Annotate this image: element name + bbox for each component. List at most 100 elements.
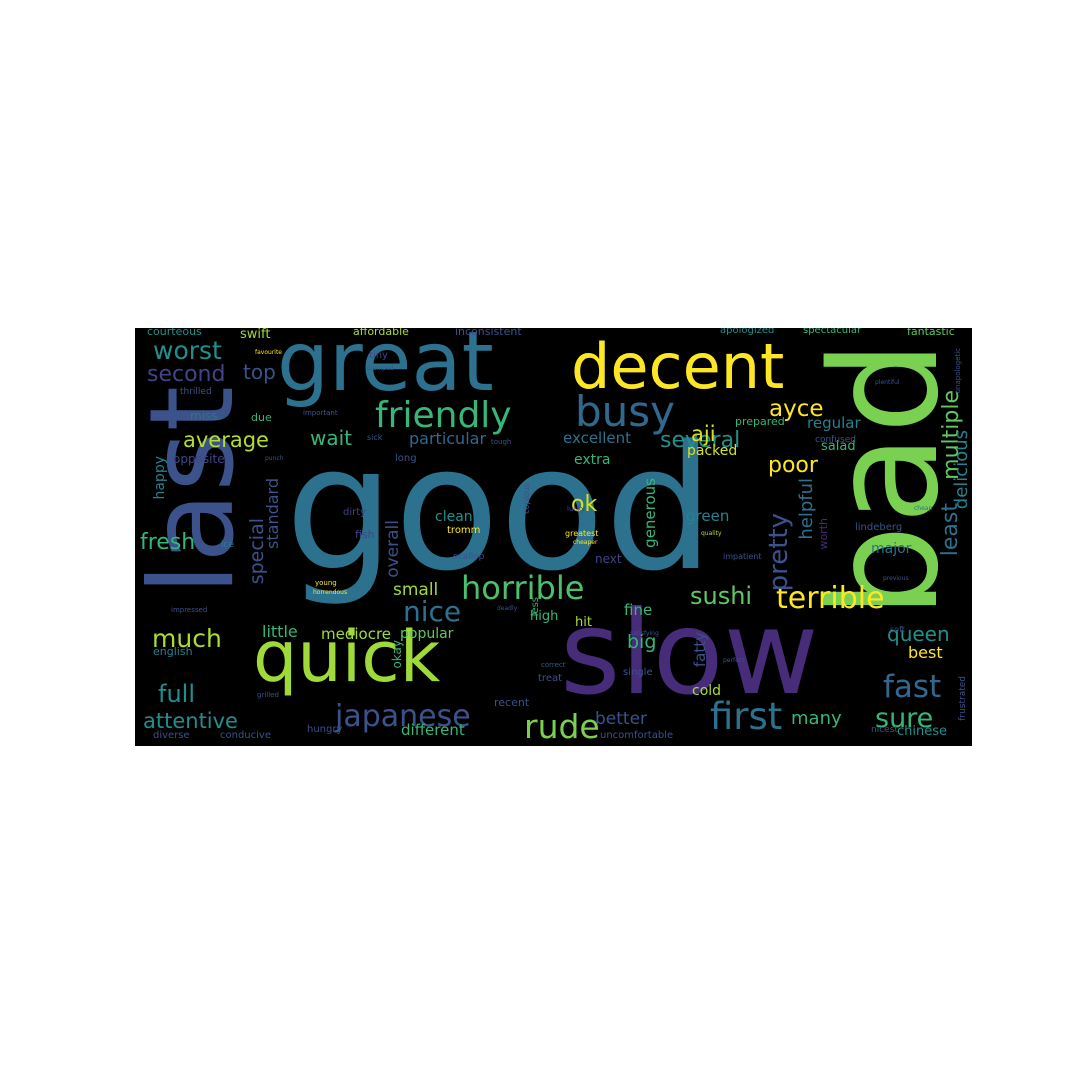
word-scallop: scallop bbox=[453, 552, 485, 562]
word-pretty: pretty bbox=[764, 513, 794, 592]
word-wait: wait bbox=[310, 426, 353, 450]
word-ayce: ayce bbox=[769, 396, 824, 422]
word-spectacular: spectacular bbox=[803, 328, 862, 336]
word-grilled: grilled bbox=[257, 691, 279, 699]
word-packed: packed bbox=[687, 443, 738, 459]
word-major: major bbox=[871, 541, 912, 557]
word-top: top bbox=[243, 360, 276, 384]
word-cold: cold bbox=[692, 683, 722, 699]
word-single: single bbox=[623, 667, 653, 678]
word-second: second bbox=[147, 362, 226, 387]
word-dirty: dirty bbox=[343, 507, 367, 518]
word-ice: ice bbox=[221, 540, 234, 550]
word-tiny: tiny bbox=[369, 350, 388, 361]
word-good: good bbox=[285, 408, 714, 609]
word-cramped: cramped bbox=[367, 365, 394, 372]
word-long: long bbox=[395, 453, 417, 464]
word-miss: miss bbox=[190, 409, 218, 423]
word-swift: swift bbox=[240, 328, 271, 342]
word-least: least bbox=[938, 503, 963, 557]
word-best: best bbox=[908, 643, 943, 662]
word-impatient: impatient bbox=[723, 552, 762, 561]
word-several: several bbox=[660, 428, 741, 453]
word-overall: overall bbox=[383, 520, 403, 578]
word-courteous: courteous bbox=[147, 328, 202, 338]
word-perfect: perfect bbox=[723, 657, 745, 664]
word-fine: fine bbox=[624, 601, 653, 619]
word-copious: copious bbox=[522, 483, 531, 514]
word-lindeberg: lindeberg bbox=[855, 522, 903, 533]
word-japanese: japanese bbox=[335, 699, 471, 734]
word-generous: generous bbox=[641, 478, 659, 548]
word-okay: okay bbox=[390, 640, 404, 669]
word-poor: poor bbox=[768, 453, 818, 478]
word-quick: quick bbox=[253, 616, 441, 698]
word-nicest: nicest bbox=[871, 725, 898, 735]
word-worth: worth bbox=[817, 518, 830, 550]
word-many: many bbox=[791, 708, 842, 729]
word-favourite: favourite bbox=[255, 349, 282, 356]
word-deadly: deadly bbox=[497, 605, 518, 612]
word-uncomfortable: uncomfortable bbox=[600, 730, 674, 741]
word-horrendous: horrendous bbox=[313, 589, 348, 596]
word-lucky: lucky bbox=[567, 505, 586, 513]
word-excellent: excellent bbox=[563, 429, 632, 447]
word-plentiful: plentiful bbox=[875, 379, 900, 386]
word-sure: sure bbox=[875, 703, 934, 734]
word-tough: tough bbox=[491, 438, 512, 446]
word-busy: busy bbox=[575, 387, 676, 436]
word-worst: worst bbox=[153, 336, 222, 365]
word-better: better bbox=[595, 709, 648, 729]
word-horrible: horrible bbox=[461, 569, 585, 607]
word-popular: popular bbox=[400, 626, 454, 642]
word-apologized: apologized bbox=[720, 328, 775, 336]
word-attentive: attentive bbox=[143, 709, 238, 733]
word-fatty: fatty bbox=[691, 632, 709, 668]
word-confused: confused bbox=[815, 435, 856, 445]
word-helpful: helpful bbox=[796, 478, 817, 540]
word-hit: hit bbox=[575, 615, 592, 630]
word-decent: decent bbox=[571, 330, 785, 403]
word-thrilled: thrilled bbox=[180, 387, 212, 397]
word-previous: previous bbox=[883, 575, 909, 582]
word-prepared: prepared bbox=[735, 415, 785, 428]
word-due: due bbox=[251, 411, 272, 424]
word-english: english bbox=[153, 645, 193, 658]
word-full: full bbox=[158, 680, 195, 708]
word-chinese: chinese bbox=[897, 724, 948, 739]
word-treat: treat bbox=[538, 673, 563, 684]
word-extra: extra bbox=[574, 452, 611, 468]
word-aji: aji bbox=[691, 422, 716, 446]
word-regular: regular bbox=[807, 414, 861, 432]
word-different: different bbox=[401, 721, 465, 739]
word-opposite: opposite bbox=[173, 452, 225, 466]
word-average: average bbox=[183, 428, 269, 452]
word-ok: ok bbox=[571, 492, 598, 517]
word-friendly: friendly bbox=[375, 395, 512, 436]
word-mediocre: mediocre bbox=[321, 625, 392, 643]
word-correct: correct bbox=[541, 661, 566, 669]
word-slow: slow bbox=[560, 586, 819, 721]
word-cloud: good slow bad last great quick decent busy frien… bbox=[135, 328, 972, 746]
word-satisfying: satisfying bbox=[630, 630, 659, 637]
word-great: great bbox=[277, 328, 494, 410]
word-fast: fast bbox=[883, 669, 942, 705]
word-terrible: terrible bbox=[776, 581, 885, 616]
word-nice: nice bbox=[403, 595, 462, 628]
word-inconsistent: inconsistent bbox=[455, 328, 522, 338]
word-cheap: cheap bbox=[914, 505, 933, 512]
word-next: next bbox=[595, 552, 622, 566]
word-quality: quality bbox=[701, 530, 722, 537]
word-sushi: sushi bbox=[690, 582, 753, 610]
word-high: high bbox=[530, 609, 559, 624]
word-little: little bbox=[262, 622, 298, 641]
word-recent: recent bbox=[494, 696, 530, 709]
word-less: less bbox=[530, 597, 541, 617]
word-frustrated: frustrated bbox=[958, 676, 968, 721]
word-important: important bbox=[303, 409, 338, 417]
word-fresh: fresh bbox=[140, 530, 196, 555]
word-salad: salad bbox=[821, 439, 856, 454]
word-hungry: hungry bbox=[307, 724, 343, 735]
word-standard: standard bbox=[263, 478, 282, 549]
word-diverse: diverse bbox=[153, 730, 190, 741]
